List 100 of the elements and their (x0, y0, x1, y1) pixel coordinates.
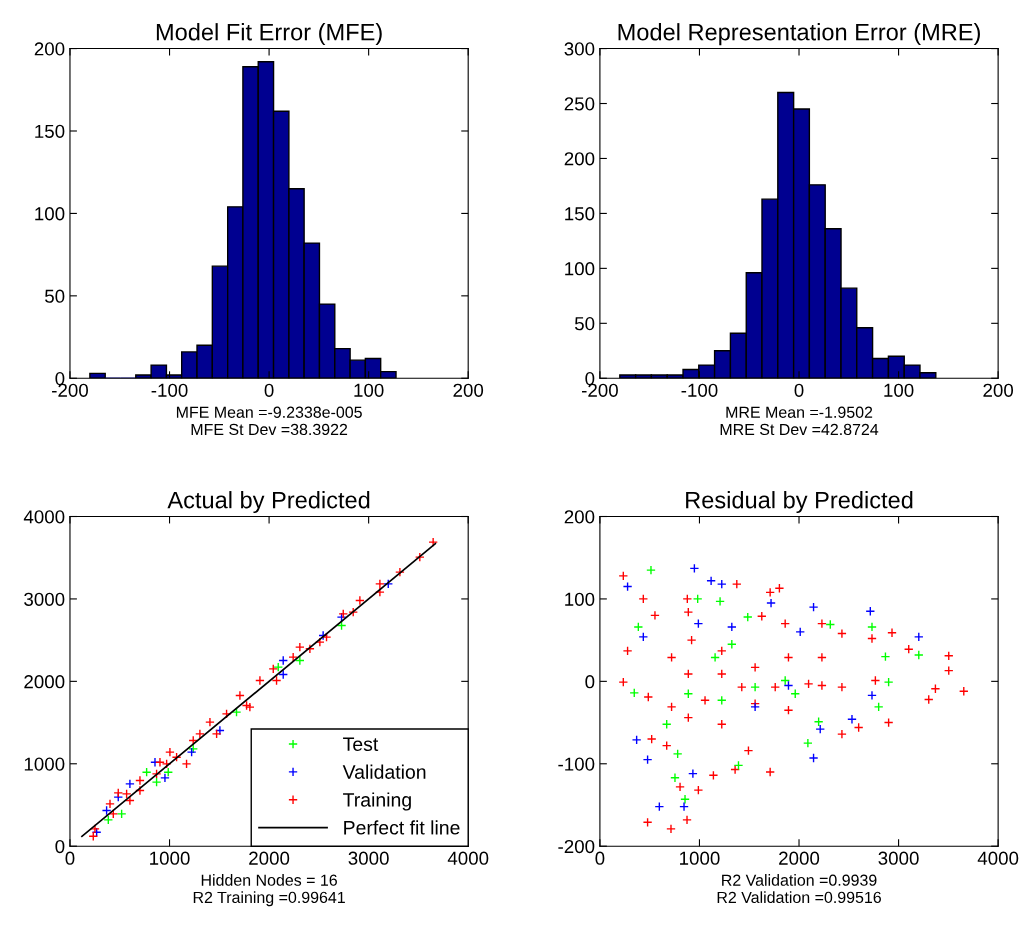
point (414, 552, 425, 562)
point (715, 596, 725, 607)
point (700, 695, 710, 706)
y-tick-label: 1000 (24, 757, 65, 771)
point (731, 579, 742, 589)
point (716, 645, 727, 656)
point (736, 682, 747, 692)
point (837, 628, 847, 639)
point (638, 631, 649, 642)
point (683, 607, 694, 617)
point (638, 594, 649, 604)
chart-title: Model Fit Error (MFE) (156, 23, 382, 46)
y-tick-label: 4000 (23, 510, 65, 524)
point (817, 618, 827, 629)
point (683, 669, 694, 679)
point (141, 767, 152, 778)
x-tick-label: 2000 (249, 851, 290, 865)
point (750, 662, 760, 673)
x-tick-label: 200 (453, 383, 484, 397)
y-tick-label: 2000 (24, 675, 65, 689)
point (629, 688, 640, 698)
point (105, 798, 115, 809)
x-tick-label: 2000 (779, 851, 820, 865)
x-tick-label: 3000 (348, 851, 389, 865)
y-tick-label: 50 (574, 317, 595, 331)
point (90, 824, 100, 834)
point (205, 717, 215, 728)
point (121, 789, 132, 799)
x-tick-label: 0 (264, 383, 274, 397)
x-axis-title: R2 Validation =0.9939 R2 Validation =0.99516 (717, 874, 881, 904)
x-tick-label: 100 (884, 383, 914, 397)
point (726, 639, 737, 650)
point (693, 785, 704, 796)
point (186, 747, 197, 758)
y-tick-label: 0 (55, 839, 65, 854)
x-tick-label: 1000 (680, 851, 720, 865)
x-tick-label: 0 (794, 383, 804, 397)
point (706, 575, 716, 586)
legend-label: Validation (342, 764, 426, 779)
x-tick-label: 3000 (878, 851, 919, 865)
point (808, 602, 819, 613)
point (716, 669, 727, 679)
point (288, 652, 299, 662)
point (211, 728, 222, 739)
point (682, 594, 693, 604)
point (165, 747, 175, 758)
point (268, 663, 279, 674)
point (750, 682, 760, 692)
y-tick-label: -200 (558, 839, 595, 854)
point (837, 729, 847, 739)
x-tick-label: 1000 (150, 851, 190, 865)
legend-label: Perfect fit line (344, 820, 460, 835)
point (675, 781, 685, 792)
point (770, 682, 781, 692)
point (795, 627, 806, 637)
point (883, 677, 894, 688)
y-tick-label: 200 (34, 42, 65, 56)
point (765, 587, 776, 598)
point (618, 677, 629, 688)
legend-label: Test (343, 737, 379, 752)
point (273, 662, 284, 673)
y-tick-label: 50 (45, 289, 65, 303)
point (116, 809, 127, 819)
point (125, 795, 135, 806)
point (255, 675, 265, 686)
x-tick-label: 4000 (447, 851, 489, 865)
x-tick-label: 0 (595, 851, 605, 865)
y-tick-label: 100 (565, 592, 595, 606)
point (688, 768, 698, 779)
point (867, 622, 877, 632)
point (135, 775, 145, 786)
point (650, 610, 660, 621)
point (125, 779, 135, 789)
point (780, 675, 791, 686)
y-tick-label: -100 (558, 757, 595, 771)
point (742, 612, 753, 622)
x-tick-label: 4000 (977, 851, 1019, 865)
point (817, 652, 827, 663)
point (375, 578, 385, 589)
point (913, 650, 924, 660)
chart-title: Actual by Predicted (167, 491, 370, 514)
point (622, 645, 633, 656)
x-tick-label: -100 (151, 383, 188, 397)
point (686, 635, 697, 646)
point (803, 678, 814, 689)
point (151, 777, 162, 788)
y-tick-label: 100 (35, 207, 65, 221)
point (155, 757, 165, 768)
legend-label: Training (343, 792, 411, 811)
point (750, 702, 760, 712)
y-tick-label: 3000 (24, 592, 65, 606)
point (710, 652, 720, 663)
point (643, 692, 654, 702)
point (867, 633, 877, 644)
x-tick-label: -100 (681, 383, 718, 397)
point (913, 631, 924, 642)
point (873, 702, 884, 712)
point (680, 794, 690, 805)
point (887, 627, 897, 638)
point (726, 622, 737, 632)
